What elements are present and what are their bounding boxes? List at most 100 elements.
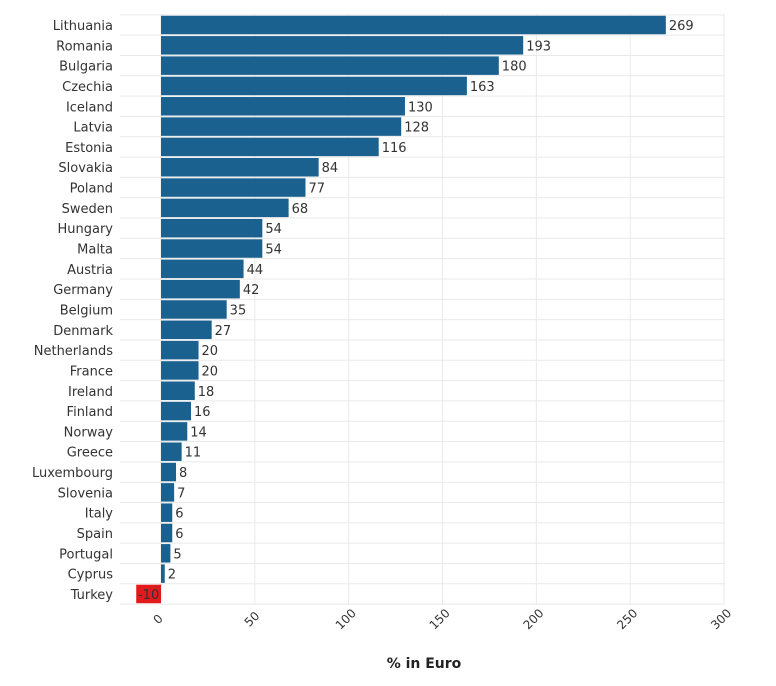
x-tick-label: 150	[427, 606, 453, 632]
value-label: 6	[175, 527, 183, 542]
value-label: 130	[408, 100, 433, 115]
value-label: 54	[265, 243, 282, 258]
bar-malta	[161, 239, 263, 258]
category-label: Ireland	[68, 385, 113, 400]
bar-france	[161, 361, 199, 380]
category-label: Czechia	[62, 80, 113, 95]
value-label: 7	[177, 486, 185, 501]
category-label: Germany	[53, 283, 113, 298]
category-label: Finland	[67, 405, 113, 420]
category-label: France	[70, 364, 113, 379]
x-tick-label: 100	[333, 606, 359, 632]
x-tick-label: 50	[242, 609, 263, 630]
bar-romania	[161, 36, 524, 55]
category-label: Norway	[64, 425, 114, 440]
bar-netherlands	[161, 340, 199, 360]
category-label: Latvia	[73, 121, 113, 136]
value-label: 20	[202, 364, 219, 379]
bar-greece	[161, 442, 182, 461]
x-axis-title: % in Euro	[387, 656, 462, 672]
value-label: 193	[526, 39, 551, 54]
bar-lithuania	[161, 15, 666, 35]
x-axis-ticks: 0 50 100 150 200 250 300	[151, 606, 735, 632]
bar-hungary	[161, 218, 263, 238]
value-label: 11	[185, 446, 202, 461]
x-tick-label: 0	[151, 612, 166, 627]
value-label: 68	[292, 202, 309, 217]
category-label: Cyprus	[68, 568, 114, 583]
bar-bulgaria	[161, 56, 499, 75]
bar-slovakia	[161, 157, 319, 177]
value-label: 18	[198, 385, 215, 400]
value-label: 20	[202, 344, 219, 359]
bar-latvia	[161, 117, 402, 136]
value-label: 2	[168, 568, 176, 583]
value-label: 128	[404, 121, 429, 136]
category-label: Lithuania	[53, 19, 113, 34]
x-tick-label: 200	[520, 606, 546, 632]
value-label: 8	[179, 466, 187, 481]
bars	[136, 15, 666, 604]
bar-austria	[161, 259, 244, 279]
bar-estonia	[161, 137, 379, 157]
category-label: Poland	[70, 182, 113, 197]
value-label: 77	[309, 182, 326, 197]
category-label: Greece	[67, 446, 113, 461]
category-label: Austria	[67, 263, 113, 278]
bar-finland	[161, 401, 192, 421]
x-tick-label: 300	[708, 606, 734, 632]
value-label: 5	[173, 547, 181, 562]
category-label: Iceland	[66, 100, 113, 115]
bar-ireland	[161, 381, 195, 401]
bar-germany	[161, 279, 240, 299]
bar-belgium	[161, 300, 227, 319]
category-label: Slovenia	[58, 486, 113, 501]
bar-czechia	[161, 76, 467, 96]
bar-cyprus	[161, 564, 165, 583]
bar-spain	[161, 523, 173, 543]
x-tick-label: 250	[614, 606, 640, 632]
bar-sweden	[161, 198, 289, 218]
bar-poland	[161, 178, 306, 197]
bar-luxembourg	[161, 462, 177, 482]
category-label: Romania	[56, 39, 113, 54]
bar-denmark	[161, 320, 212, 340]
value-label: 6	[175, 507, 183, 522]
value-label: 180	[502, 60, 527, 75]
bar-turkey	[136, 584, 161, 604]
value-label: -10	[138, 588, 159, 603]
bar-slovenia	[161, 483, 175, 502]
bar-portugal	[161, 544, 171, 563]
category-label: Malta	[77, 243, 113, 258]
category-label: Estonia	[65, 141, 113, 156]
value-label: 84	[322, 161, 339, 176]
category-label: Slovakia	[58, 161, 113, 176]
bar-italy	[161, 503, 173, 522]
bar-norway	[161, 422, 188, 441]
value-label: 27	[215, 324, 232, 339]
category-label: Belgium	[60, 303, 113, 318]
category-label: Turkey	[70, 588, 114, 603]
category-label: Hungary	[57, 222, 113, 237]
category-label: Italy	[85, 507, 114, 522]
value-label: 116	[382, 141, 407, 156]
value-label: 269	[669, 19, 694, 34]
value-label: 42	[243, 283, 260, 298]
value-label: 163	[470, 80, 495, 95]
value-label: 35	[230, 303, 247, 318]
category-label: Spain	[77, 527, 113, 542]
value-label: 16	[194, 405, 211, 420]
value-label: 54	[265, 222, 282, 237]
value-label: 14	[190, 425, 207, 440]
category-label: Bulgaria	[59, 60, 113, 75]
labels: Lithuania 269 Romania 193 Bulgaria 180 Czechia…	[32, 19, 694, 603]
category-label: Netherlands	[34, 344, 113, 359]
category-label: Sweden	[62, 202, 113, 217]
category-label: Portugal	[59, 547, 113, 562]
value-label: 44	[247, 263, 264, 278]
category-label: Denmark	[53, 324, 113, 339]
category-label: Luxembourg	[32, 466, 113, 481]
bar-iceland	[161, 97, 405, 116]
gridlines	[120, 14, 725, 605]
